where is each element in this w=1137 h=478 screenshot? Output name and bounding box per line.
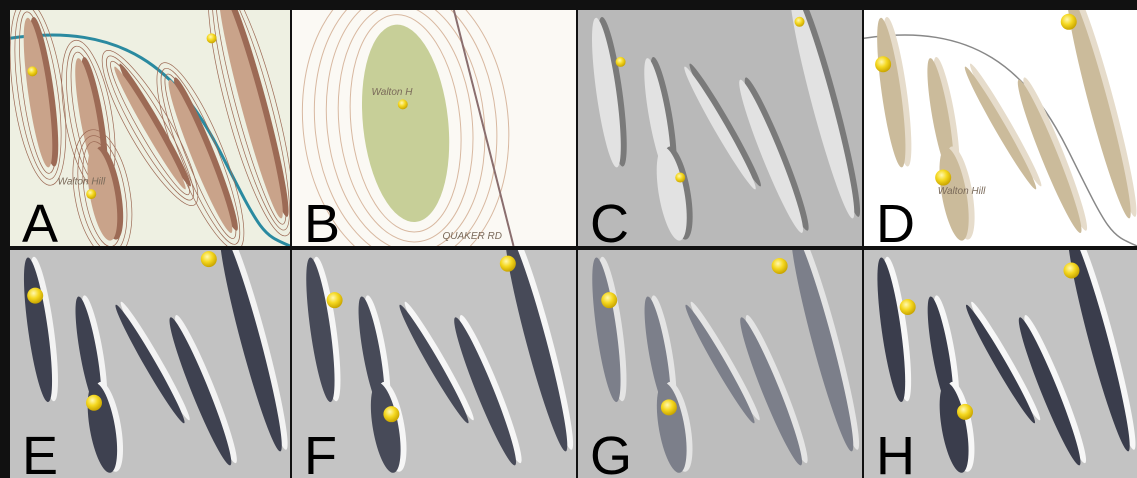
map-panel: E bbox=[10, 227, 296, 478]
map-panel: Walton Hill D bbox=[864, 0, 1137, 254]
panel-letter: B bbox=[304, 194, 340, 254]
map-label: Walton Hill bbox=[938, 186, 986, 197]
location-marker bbox=[327, 292, 343, 308]
location-marker bbox=[500, 256, 516, 272]
location-marker bbox=[86, 395, 102, 411]
panel-letter: E bbox=[22, 426, 58, 478]
map-panel: F bbox=[292, 227, 581, 478]
location-marker bbox=[772, 258, 788, 274]
location-marker bbox=[661, 399, 677, 415]
location-marker bbox=[398, 99, 408, 109]
panel-letter: D bbox=[876, 194, 915, 254]
location-marker bbox=[1063, 263, 1079, 279]
map-panel: H bbox=[864, 227, 1137, 478]
location-marker bbox=[383, 406, 399, 422]
location-marker bbox=[957, 404, 973, 420]
location-marker bbox=[27, 288, 43, 304]
map-label: QUAKER RD bbox=[443, 231, 502, 242]
map-label: Walton H bbox=[372, 87, 414, 98]
map-panel: Walton H QUAKER RD B bbox=[288, 0, 576, 282]
location-marker bbox=[27, 66, 37, 76]
location-marker bbox=[601, 292, 617, 308]
panel-letter: C bbox=[590, 194, 629, 254]
panel-letter: A bbox=[22, 194, 58, 254]
location-marker bbox=[875, 56, 891, 72]
location-marker bbox=[900, 299, 916, 315]
figure: Walton HillAWalton HQUAKER RDBCWalton Hi… bbox=[0, 0, 1137, 478]
location-marker bbox=[1061, 14, 1077, 30]
location-marker bbox=[201, 251, 217, 267]
location-marker bbox=[935, 170, 951, 186]
panel-letter: H bbox=[876, 426, 915, 478]
map-panel: C bbox=[578, 0, 868, 254]
location-marker bbox=[616, 57, 626, 67]
panel-letter: F bbox=[304, 426, 337, 478]
panel-letter: G bbox=[590, 426, 632, 478]
map-panel: G bbox=[578, 227, 867, 478]
map-label: Walton Hill bbox=[58, 177, 106, 188]
location-marker bbox=[675, 173, 685, 183]
location-marker bbox=[795, 17, 805, 27]
location-marker bbox=[207, 33, 217, 43]
location-marker bbox=[86, 189, 96, 199]
